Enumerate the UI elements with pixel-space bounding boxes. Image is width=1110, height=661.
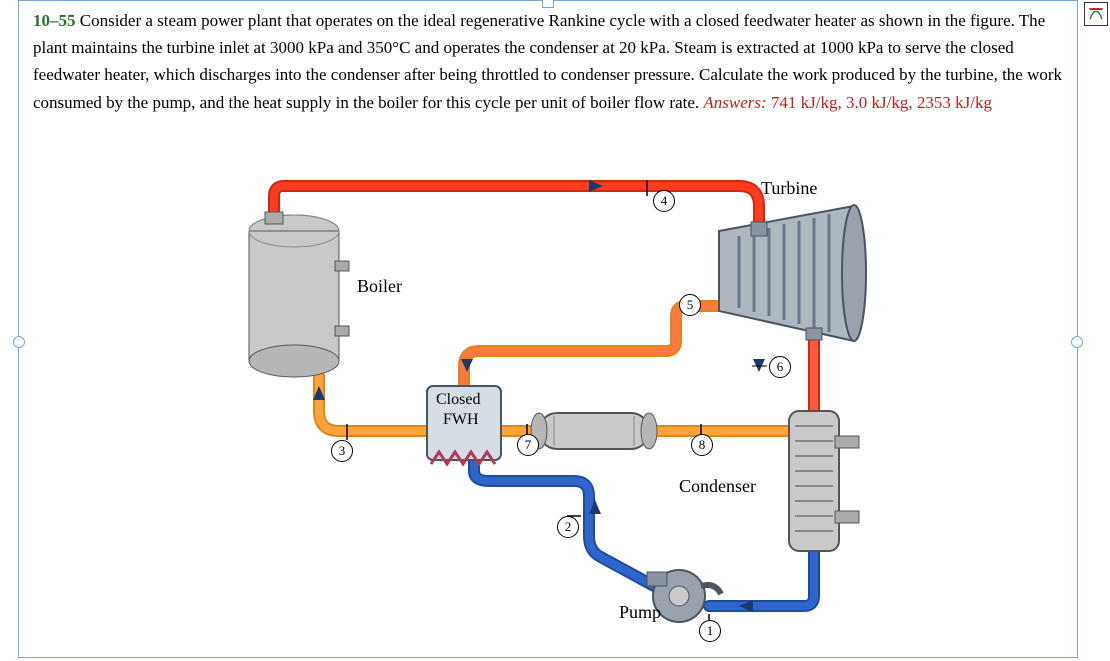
problem-frame: 10–55 Consider a steam power plant that … (18, 0, 1078, 658)
fwh-label: FWH (443, 411, 479, 429)
answers-values: 741 kJ/kg, 3.0 kJ/kg, 2353 kJ/kg (771, 93, 992, 112)
frame-handle-right (1071, 336, 1083, 348)
trap-icon (531, 413, 657, 449)
state-6-icon: 6 (769, 356, 791, 378)
problem-paragraph: 10–55 Consider a steam power plant that … (33, 7, 1063, 116)
frame-handle-left (13, 336, 25, 348)
boiler-label: Boiler (357, 276, 402, 297)
closed-label: Closed (436, 391, 480, 409)
frame-top-handle (542, 0, 554, 8)
turbine-label: Turbine (761, 178, 817, 199)
state-5-icon: 5 (679, 294, 701, 316)
condenser-label: Condenser (679, 476, 756, 497)
state-3-icon: 3 (331, 440, 353, 462)
cycle-svg (199, 176, 899, 646)
pump-label: Pump (619, 602, 661, 623)
answers-label: Answers: (703, 93, 766, 112)
turbine-icon (691, 205, 866, 341)
state-1-icon: 1 (699, 620, 721, 642)
section-icon (1084, 2, 1108, 26)
boiler-icon (249, 212, 349, 377)
cycle-diagram: Boiler Turbine Condenser Pump Closed FWH… (199, 176, 899, 646)
state-4-icon: 4 (653, 190, 675, 212)
state-2-icon: 2 (557, 516, 579, 538)
problem-number: 10–55 (33, 11, 76, 30)
state-7-icon: 7 (517, 434, 539, 456)
state-8-icon: 8 (691, 434, 713, 456)
condenser-icon (789, 411, 859, 551)
